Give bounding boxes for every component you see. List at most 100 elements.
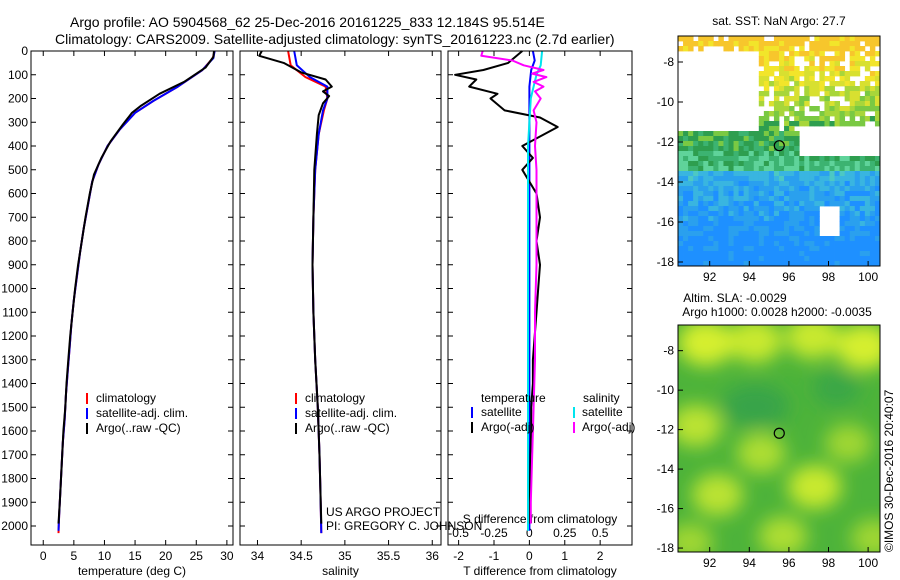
sst-cell: [829, 166, 835, 172]
sst-cell: [779, 161, 785, 167]
sst-cell: [819, 41, 825, 47]
float-position-marker: [773, 140, 785, 152]
sst-cell: [753, 136, 760, 142]
sst-cell: [874, 176, 881, 182]
sst-cell: [773, 186, 780, 192]
sst-cell: [809, 91, 815, 97]
sst-cell: [859, 256, 866, 262]
sst-cell: [789, 231, 795, 237]
sst-cell: [733, 171, 739, 177]
sst-cell: [753, 256, 760, 262]
legend-label: satellite: [582, 405, 623, 419]
sst-cell: [779, 206, 785, 212]
sst-cell: [678, 216, 684, 222]
sla-high-blob: [785, 325, 840, 359]
sst-cell: [854, 36, 861, 42]
series-line-satellite-adj-clim-: [57, 50, 216, 531]
sst-cell: [728, 261, 734, 267]
sst-cell: [738, 46, 745, 52]
sst-cell: [768, 211, 775, 217]
sst-cell: [708, 166, 714, 172]
project-credit: US ARGO PROJECT: [326, 505, 441, 519]
sst-cell: [723, 196, 729, 202]
sst-cell: [789, 166, 795, 172]
sst-cell: [748, 131, 755, 137]
sst-cell: [819, 241, 825, 247]
sst-cell: [779, 91, 785, 97]
map-x-tick-label: 100: [858, 556, 878, 570]
sst-cell: [763, 41, 770, 47]
sst-cell: [869, 106, 876, 112]
sst-cell: [849, 221, 856, 227]
sst-cell: [869, 211, 876, 217]
sst-cell: [733, 261, 739, 267]
sst-cell: [804, 196, 810, 202]
sst-cell: [864, 186, 871, 192]
sst-cell: [678, 246, 684, 252]
sst-cell: [703, 251, 709, 257]
sst-cell: [708, 181, 714, 187]
sst-cell: [768, 126, 775, 132]
sst-cell: [678, 131, 684, 137]
sst-cell: [678, 231, 684, 237]
sst-cell: [809, 176, 815, 182]
sst-cell: [854, 96, 861, 102]
sst-cell: [713, 216, 719, 222]
sst-cell: [678, 176, 684, 182]
sst-cell: [733, 211, 739, 217]
sst-cell: [688, 141, 694, 147]
figure-title-line2: Climatology: CARS2009. Satellite-adjuste…: [55, 31, 615, 47]
sla-high-blob: [850, 519, 880, 552]
series-line-argo-raw-qc-: [258, 50, 333, 524]
sst-cell: [758, 241, 765, 247]
sst-cell: [718, 171, 724, 177]
sst-cell: [698, 41, 704, 47]
sst-cell: [799, 121, 805, 127]
sst-cell: [819, 116, 825, 122]
sst-cell: [784, 211, 790, 217]
sst-cell: [779, 186, 785, 192]
sst-cell: [834, 181, 840, 187]
sst-cell: [779, 36, 785, 42]
sst-cell: [824, 116, 830, 122]
sst-cell: [804, 211, 810, 217]
sst-cell: [768, 201, 775, 207]
sst-cell: [723, 146, 729, 152]
sst-cell: [678, 206, 684, 212]
sst-cell: [809, 226, 815, 232]
sst-cell: [779, 61, 785, 67]
sst-cell: [794, 121, 800, 127]
sst-cell: [829, 86, 835, 92]
sst-cell: [834, 246, 840, 252]
sst-cell: [804, 156, 810, 162]
sst-cell: [874, 41, 881, 47]
sst-cell: [723, 246, 729, 252]
x-tick-label: 25: [190, 549, 204, 563]
sst-map: sat. SST: NaN Argo: 27.7 92 94 96 98 100 -8 -10…: [657, 14, 881, 284]
sst-cell: [768, 251, 775, 257]
sst-cell: [708, 196, 714, 202]
sst-cell: [874, 121, 881, 127]
sst-cell: [683, 246, 689, 252]
sst-cell: [688, 246, 694, 252]
sst-cell: [869, 116, 876, 122]
sst-cell: [874, 246, 881, 252]
sst-cell: [814, 221, 820, 227]
sst-cell: [869, 41, 876, 47]
sst-cell: [773, 111, 780, 117]
sst-cell: [763, 76, 770, 82]
sst-cell: [773, 46, 780, 52]
sst-cell: [859, 121, 866, 127]
sst-cell: [743, 146, 750, 152]
sst-cell: [794, 206, 800, 212]
sst-cell: [789, 256, 795, 262]
sst-cell: [864, 86, 871, 92]
sst-cell: [874, 106, 881, 112]
sst-cell: [804, 91, 810, 97]
sst-cell: [789, 241, 795, 247]
sst-cell: [824, 261, 830, 267]
sst-cell: [804, 181, 810, 187]
sst-cell: [743, 256, 750, 262]
map-y-tick-label: -12: [657, 423, 675, 437]
sst-cell: [683, 236, 689, 242]
